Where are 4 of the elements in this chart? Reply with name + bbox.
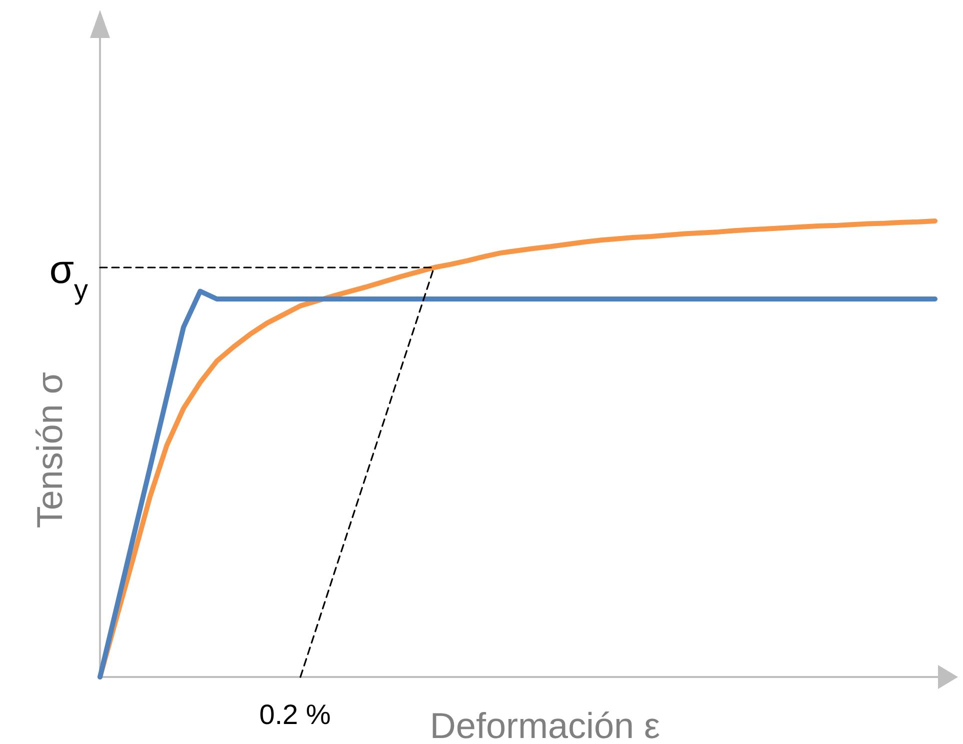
x-axis-title: Deformación ε (430, 705, 660, 744)
y-axis-title: Tensión σ (29, 372, 70, 528)
text: σ$_{y}$ (49, 248, 88, 304)
text: 0.2 % (259, 699, 331, 730)
